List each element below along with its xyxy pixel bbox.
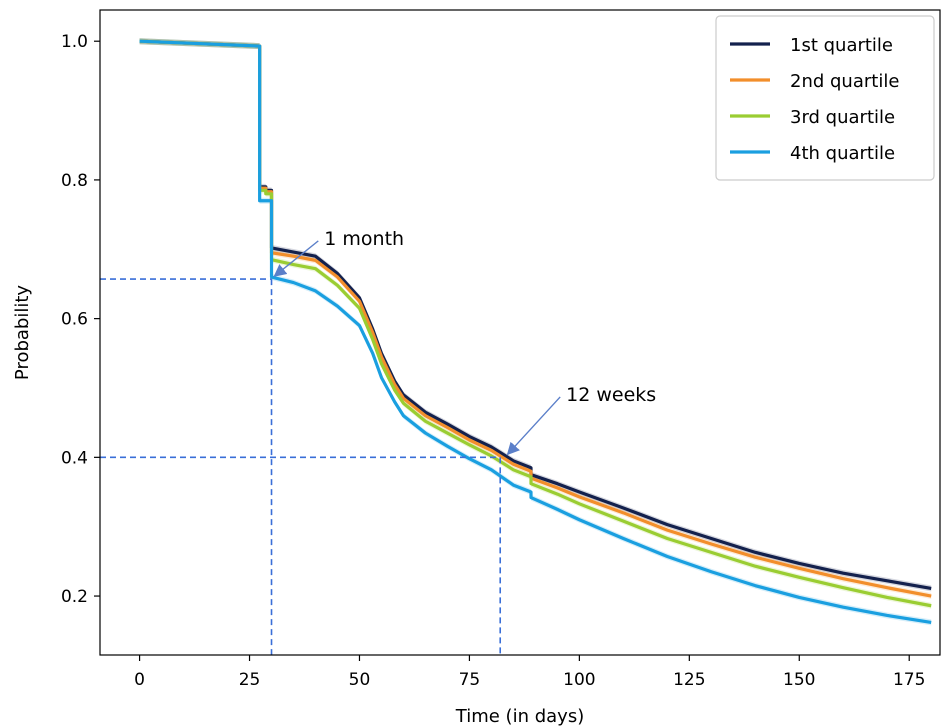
x-tick-label: 175 (893, 670, 925, 690)
y-tick-label: 0.4 (61, 448, 88, 468)
x-tick-label: 150 (783, 670, 815, 690)
y-tick-label: 0.2 (61, 587, 88, 607)
plot-frame (99, 9, 941, 656)
annotation-arrow-2 (506, 396, 561, 456)
legend-label-3: 3rd quartile (790, 107, 895, 128)
legend-box (715, 15, 935, 181)
y-tick-label: 1.0 (61, 32, 88, 52)
legend-label-4: 4th quartile (790, 143, 895, 164)
x-tick-label: 100 (563, 670, 595, 690)
x-tick-label: 75 (459, 670, 481, 690)
annotation-label-1: 1 month (324, 228, 404, 250)
annotation-label-2: 12 weeks (566, 384, 656, 406)
x-tick-label: 0 (134, 670, 145, 690)
legend-label-1: 1st quartile (790, 35, 893, 56)
y-tick-label: 0.8 (61, 171, 88, 191)
annotation-arrow-1 (273, 240, 319, 277)
x-axis-title: Time (in days) (455, 706, 584, 727)
series-line-4 (139, 39, 932, 624)
x-tick-label: 25 (239, 670, 261, 690)
y-tick-label: 0.6 (61, 310, 88, 330)
x-tick-label: 125 (673, 670, 705, 690)
x-tick-label: 50 (349, 670, 371, 690)
legend-label-2: 2nd quartile (790, 71, 899, 92)
y-axis-title: Probability (12, 285, 33, 380)
